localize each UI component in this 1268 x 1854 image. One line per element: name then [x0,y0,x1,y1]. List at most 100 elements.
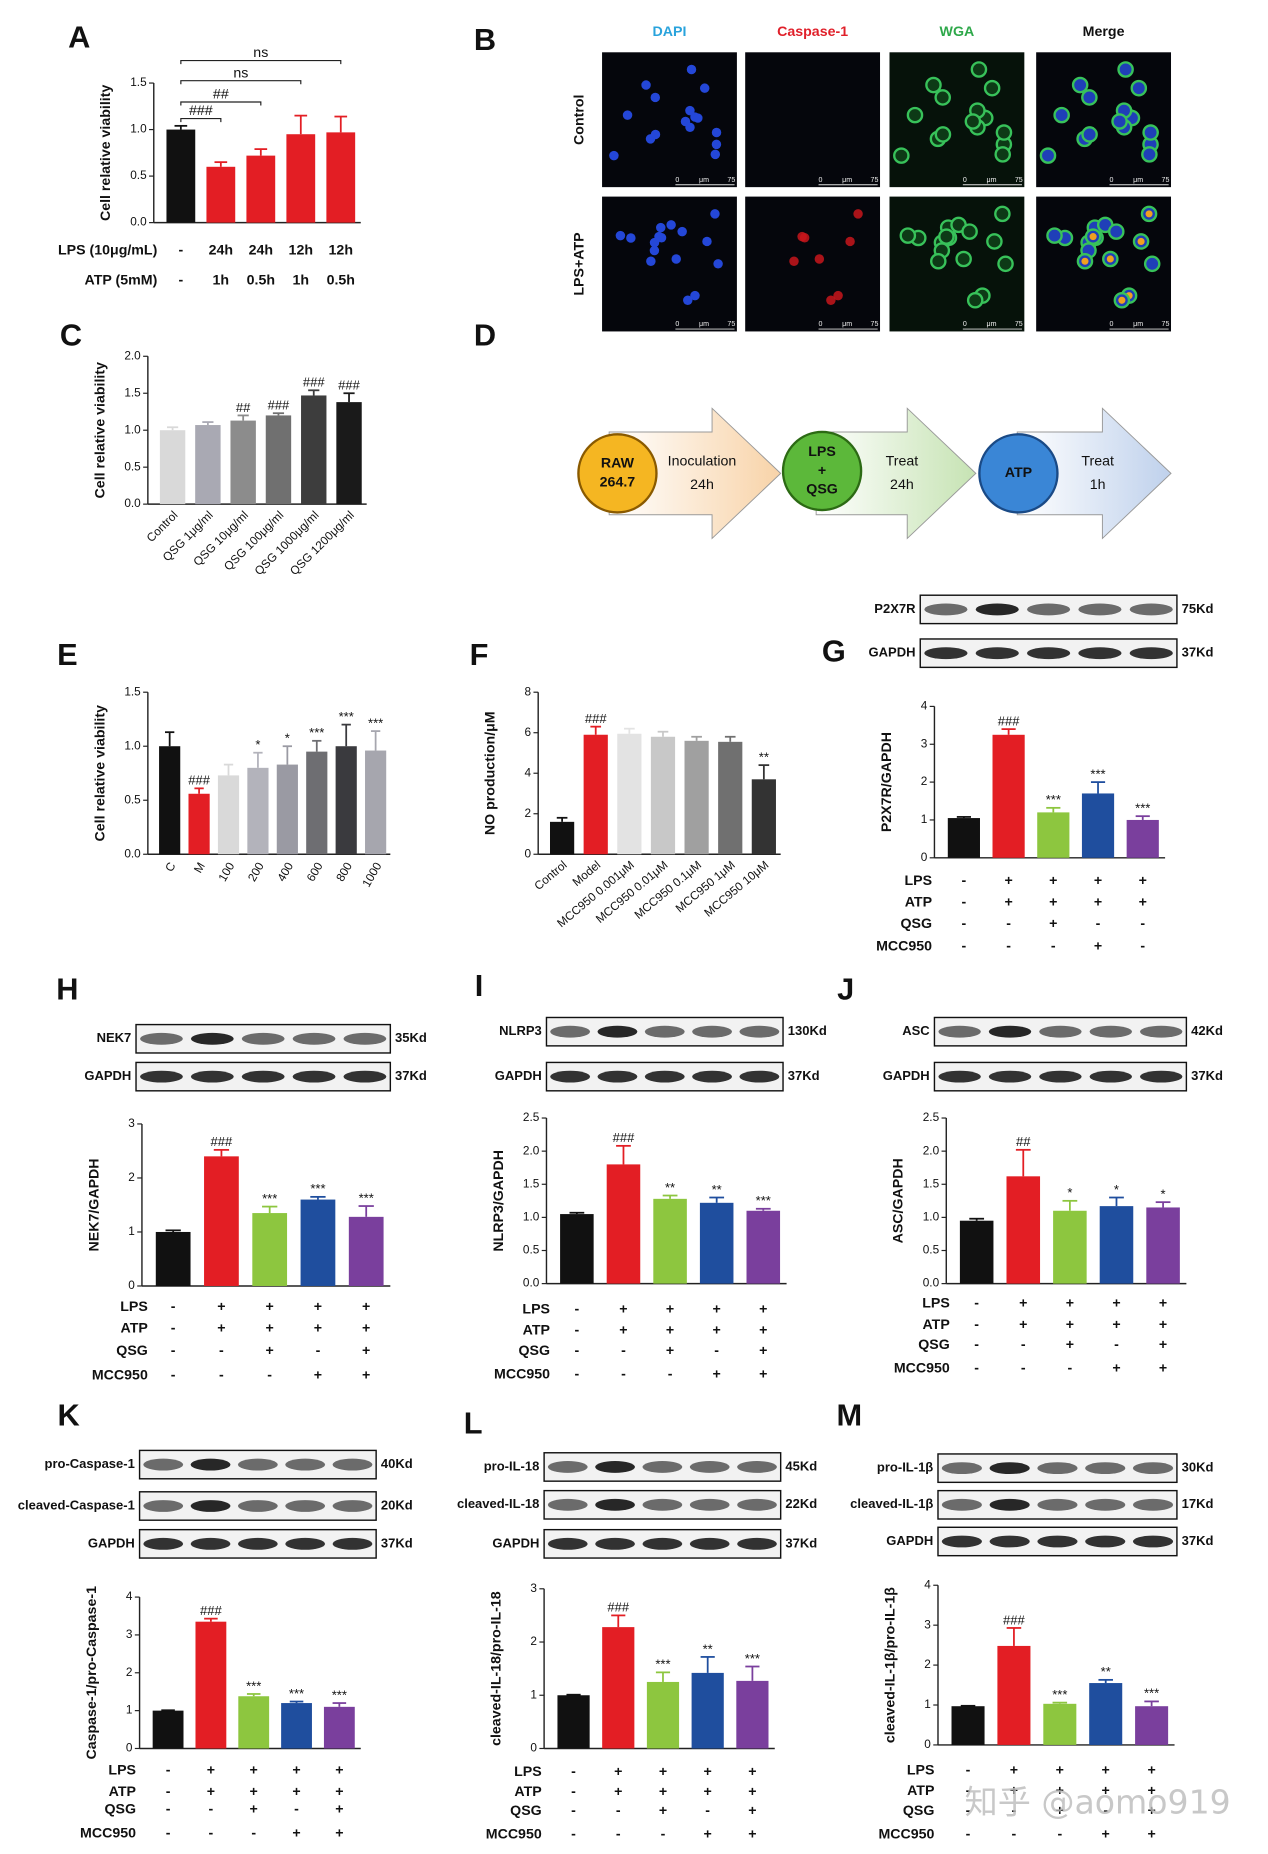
membrane [1117,61,1134,78]
treatment-value: + [1066,1317,1074,1333]
bar [650,736,676,855]
caspase-signal [789,256,799,266]
treatment-value: + [1112,1295,1120,1311]
treatment-label: MCC950 [486,1827,542,1843]
treatment-label: QSG [510,1803,542,1819]
treatment-value: + [335,1763,343,1779]
blot-band [190,1500,231,1512]
blot-label: cleaved-Caspase-1 [18,1497,135,1512]
step-text: Treat [886,453,919,469]
error-bar [334,115,348,133]
blot-size: 37Kd [1182,645,1214,660]
blot-band [143,1500,184,1512]
error-bar [262,1205,278,1214]
blot-band [547,1537,588,1550]
micrograph [745,52,881,188]
bar [951,1706,985,1745]
membrane [997,255,1014,273]
error-bar [655,1671,671,1682]
y-tick-label: 1.5 [124,385,141,399]
panel-letter: J [837,972,854,1007]
blot-band [1132,1498,1174,1511]
step-text: Inoculation [668,453,737,469]
y-tick-label: 2 [126,1665,133,1679]
blot-band [989,1462,1030,1475]
treatment-label: ATP [121,1320,148,1336]
treatment-value: - [974,1295,979,1311]
treatment-value: + [619,1323,627,1339]
membrane [1081,126,1098,143]
treatment-value: + [759,1301,767,1317]
treatment-value: + [748,1803,756,1819]
treatment-value: - [661,1827,666,1843]
blot-band [644,1025,685,1038]
treatment-value: + [1139,873,1147,889]
treatment-value: - [1057,1827,1062,1843]
y-tick-label: 0 [924,1737,931,1751]
bar [617,733,642,855]
column-header: Merge [1083,24,1125,40]
treatment-value: + [1066,1337,1074,1353]
treatment-value: + [759,1323,767,1339]
treatment-value: + [217,1299,225,1315]
treatment-value: - [974,1361,979,1377]
circle-text: + [818,463,826,479]
panel-letter: F [470,637,489,672]
significance-label: *** [655,1657,670,1672]
blot-band [550,1070,590,1083]
significance-label: *** [332,1687,347,1702]
blot-band [292,1032,336,1045]
blot-band [1085,1535,1126,1548]
treatment-value: + [666,1343,674,1359]
blot-band [941,1462,982,1475]
error-bar [624,727,635,734]
blot-band [737,1498,777,1511]
micrograph [602,52,737,188]
bar [286,134,316,223]
micrograph [745,196,881,332]
blot-band [190,1032,234,1045]
blot-band [975,647,1019,660]
y-axis-label: NEK7/GAPDH [86,1158,102,1251]
x-tick-label: C [162,859,179,874]
membrane [938,228,955,245]
nucleus [666,220,676,230]
treatment-label: LPS [907,1763,935,1779]
treatment-value: - [962,895,967,911]
error-bar [1062,1199,1078,1211]
treatment-value: + [1094,895,1102,911]
error-bar [341,723,351,747]
membrane [906,106,924,124]
significance-label: ** [703,1641,713,1656]
significance-label: *** [1052,1687,1067,1702]
y-tick-label: 0.5 [923,1243,940,1257]
significance-label: * [255,737,260,752]
bar [155,1231,191,1286]
scale-label: 75 [1015,320,1023,328]
blot-band [190,1070,234,1083]
treatment-value: + [759,1343,767,1359]
blot-label: GAPDH [869,645,916,660]
treatment-value: + [1139,895,1147,911]
treatment-value: + [1066,1295,1074,1311]
treatment-value: 1h [213,272,230,288]
error-bar [312,739,322,752]
y-tick-label: 0 [126,1741,133,1755]
bar [323,1706,355,1749]
blot-band [285,1500,326,1512]
scale-label: μm [1133,176,1143,184]
treatment-value: + [1049,873,1057,889]
error-bar [272,412,285,416]
bar [718,741,743,855]
panel-letter: D [474,317,496,352]
y-tick-label: 0 [525,846,532,860]
blot-band [241,1070,285,1083]
panel-letter: M [836,1397,862,1432]
significance-label: ### [613,1130,635,1145]
treatment-value: - [714,1343,719,1359]
treatment-label: LPS [922,1295,950,1311]
treatment-label: ATP [922,1317,949,1333]
comparison-bracket [180,59,342,65]
y-axis-label: Cell relative viability [92,705,108,842]
blot-band [241,1032,285,1045]
